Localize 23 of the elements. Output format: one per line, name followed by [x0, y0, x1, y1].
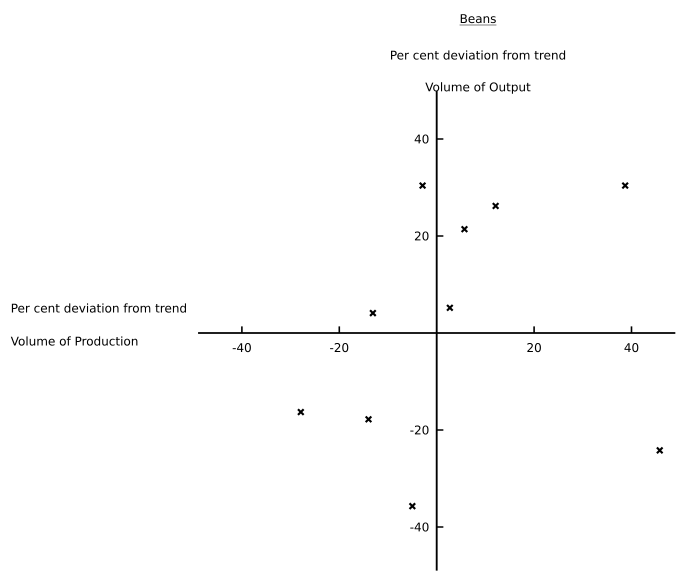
- text: Per cent deviation from trend: [12, 303, 186, 313]
- x-tick-label: -20: [330, 343, 348, 352]
- point: [364, 415, 372, 424]
- text: Volume of Production: [10, 336, 138, 346]
- chart-subtitle: Per cent deviation from trend: [391, 50, 566, 60]
- x-tick-label: 40: [624, 343, 638, 352]
- point: [460, 225, 468, 234]
- point: [408, 502, 416, 510]
- point: [296, 408, 305, 416]
- x-tick-label: -40: [232, 343, 251, 352]
- y-tick-label: -20: [410, 425, 429, 435]
- x-tick-label: 20: [527, 343, 541, 352]
- y-tick-label: -40: [410, 522, 429, 532]
- chart-title: Beans: [460, 14, 496, 24]
- point: [369, 309, 377, 318]
- point: [656, 446, 664, 454]
- point: [621, 182, 630, 190]
- point: [492, 202, 500, 210]
- y-axis-title: Volume of Output: [425, 82, 530, 94]
- y-tick-label: 20: [414, 231, 429, 241]
- y-tick-label: 40: [414, 134, 429, 144]
- point: [446, 304, 454, 312]
- point: [418, 182, 426, 190]
